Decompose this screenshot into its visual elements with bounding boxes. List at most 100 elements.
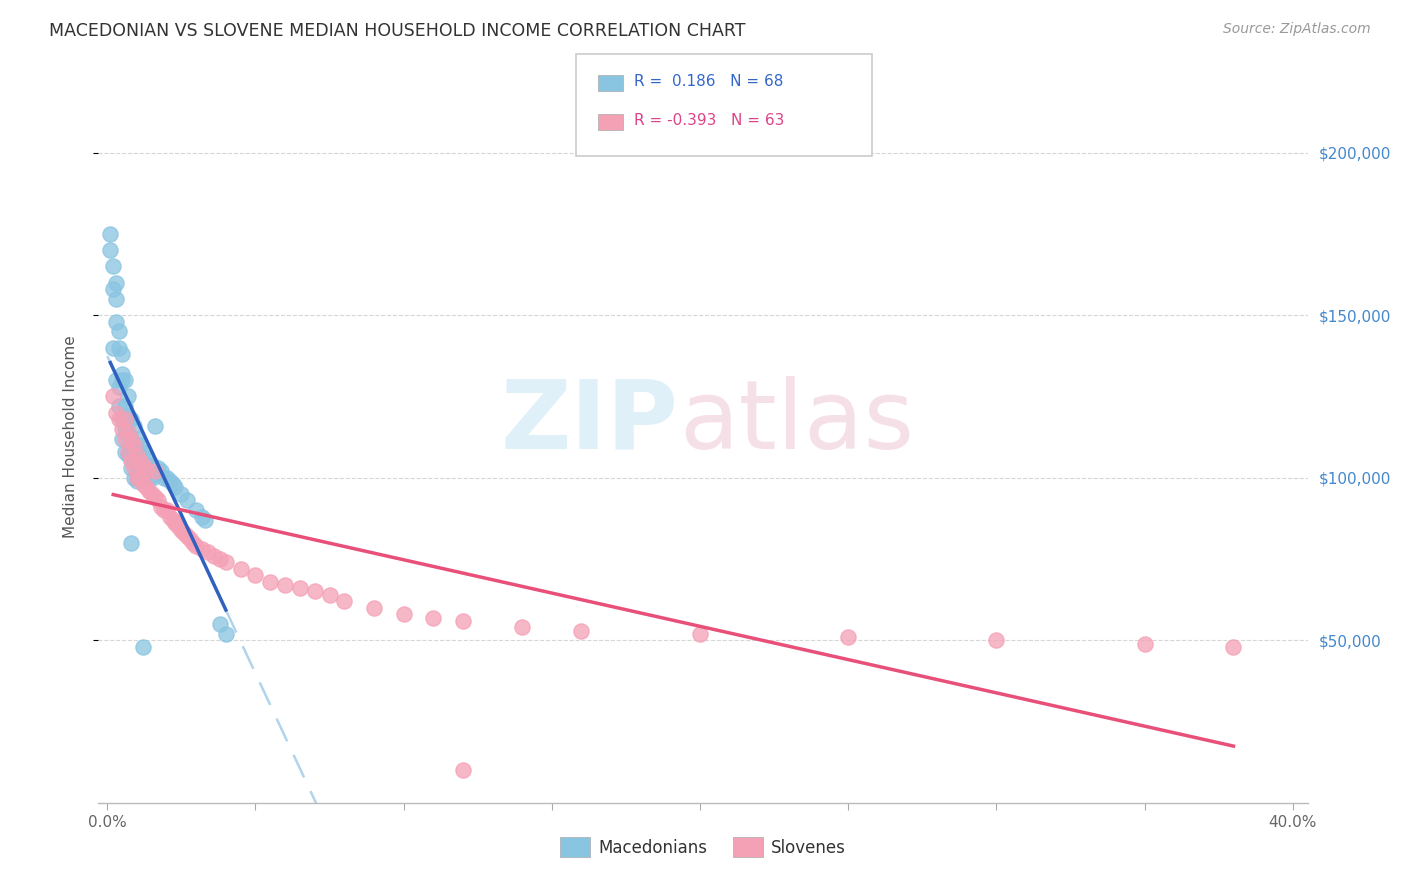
Point — [103, 282, 125, 296]
Point — [451, 614, 474, 628]
Point — [422, 610, 444, 624]
Point — [108, 380, 131, 394]
Point — [149, 500, 172, 514]
Point — [170, 523, 193, 537]
Point — [208, 617, 231, 632]
Point — [229, 562, 252, 576]
Legend: Macedonians, Slovenes: Macedonians, Slovenes — [554, 830, 852, 864]
Point — [108, 412, 131, 426]
Point — [363, 600, 385, 615]
Point — [120, 432, 142, 446]
Point — [114, 373, 136, 387]
Text: atlas: atlas — [679, 376, 914, 469]
Point — [176, 529, 198, 543]
Point — [165, 516, 187, 531]
Point — [155, 471, 177, 485]
Point — [837, 630, 859, 644]
Point — [186, 539, 208, 553]
Text: Source: ZipAtlas.com: Source: ZipAtlas.com — [1223, 22, 1371, 37]
Point — [191, 542, 214, 557]
Point — [98, 227, 121, 241]
Point — [120, 412, 142, 426]
Point — [191, 509, 214, 524]
Point — [111, 432, 134, 446]
Point — [111, 422, 134, 436]
Point — [143, 418, 166, 433]
Point — [135, 451, 157, 466]
Point — [149, 464, 172, 478]
Point — [111, 412, 134, 426]
Point — [114, 412, 136, 426]
Point — [571, 624, 593, 638]
Point — [129, 438, 152, 452]
Point — [125, 471, 148, 485]
Point — [245, 568, 267, 582]
Point — [120, 444, 142, 458]
Point — [103, 260, 125, 274]
Point — [155, 503, 177, 517]
Point — [167, 519, 190, 533]
Point — [162, 477, 184, 491]
Point — [120, 535, 142, 549]
Point — [105, 373, 128, 387]
Point — [132, 458, 155, 472]
Point — [105, 276, 128, 290]
Point — [111, 367, 134, 381]
Point — [186, 503, 208, 517]
Point — [111, 347, 134, 361]
Point — [135, 464, 157, 478]
Point — [125, 474, 148, 488]
Point — [202, 549, 225, 563]
Point — [132, 471, 155, 485]
Point — [120, 432, 142, 446]
Point — [1222, 640, 1244, 654]
Point — [103, 341, 125, 355]
Point — [125, 444, 148, 458]
Point — [451, 764, 474, 778]
Text: R =  0.186   N = 68: R = 0.186 N = 68 — [634, 74, 783, 88]
Point — [108, 399, 131, 413]
Point — [141, 458, 163, 472]
Point — [108, 325, 131, 339]
Point — [215, 555, 238, 569]
Point — [181, 535, 204, 549]
Point — [138, 483, 160, 498]
Point — [129, 454, 152, 468]
Point — [105, 406, 128, 420]
Point — [120, 454, 142, 468]
Point — [689, 626, 711, 640]
Point — [179, 533, 201, 547]
Text: R = -0.393   N = 63: R = -0.393 N = 63 — [634, 113, 785, 128]
Point — [129, 451, 152, 466]
Y-axis label: Median Household Income: Median Household Income — [63, 335, 77, 539]
Text: ZIP: ZIP — [501, 376, 679, 469]
Point — [333, 594, 356, 608]
Text: MACEDONIAN VS SLOVENE MEDIAN HOUSEHOLD INCOME CORRELATION CHART: MACEDONIAN VS SLOVENE MEDIAN HOUSEHOLD I… — [49, 22, 745, 40]
Point — [111, 373, 134, 387]
Point — [146, 461, 169, 475]
Point — [318, 588, 340, 602]
Point — [208, 552, 231, 566]
Point — [165, 480, 187, 494]
Point — [146, 493, 169, 508]
Point — [138, 471, 160, 485]
Point — [170, 487, 193, 501]
Point — [120, 461, 142, 475]
Point — [288, 581, 311, 595]
Point — [143, 490, 166, 504]
Point — [117, 389, 139, 403]
Point — [108, 341, 131, 355]
Point — [173, 526, 195, 541]
Point — [114, 432, 136, 446]
Point — [117, 448, 139, 462]
Point — [122, 461, 145, 475]
Point — [117, 444, 139, 458]
Point — [122, 438, 145, 452]
Point — [117, 409, 139, 423]
Point — [143, 0, 166, 4]
Point — [132, 477, 155, 491]
Point — [304, 584, 326, 599]
Point — [141, 471, 163, 485]
Point — [215, 626, 238, 640]
Point — [141, 487, 163, 501]
